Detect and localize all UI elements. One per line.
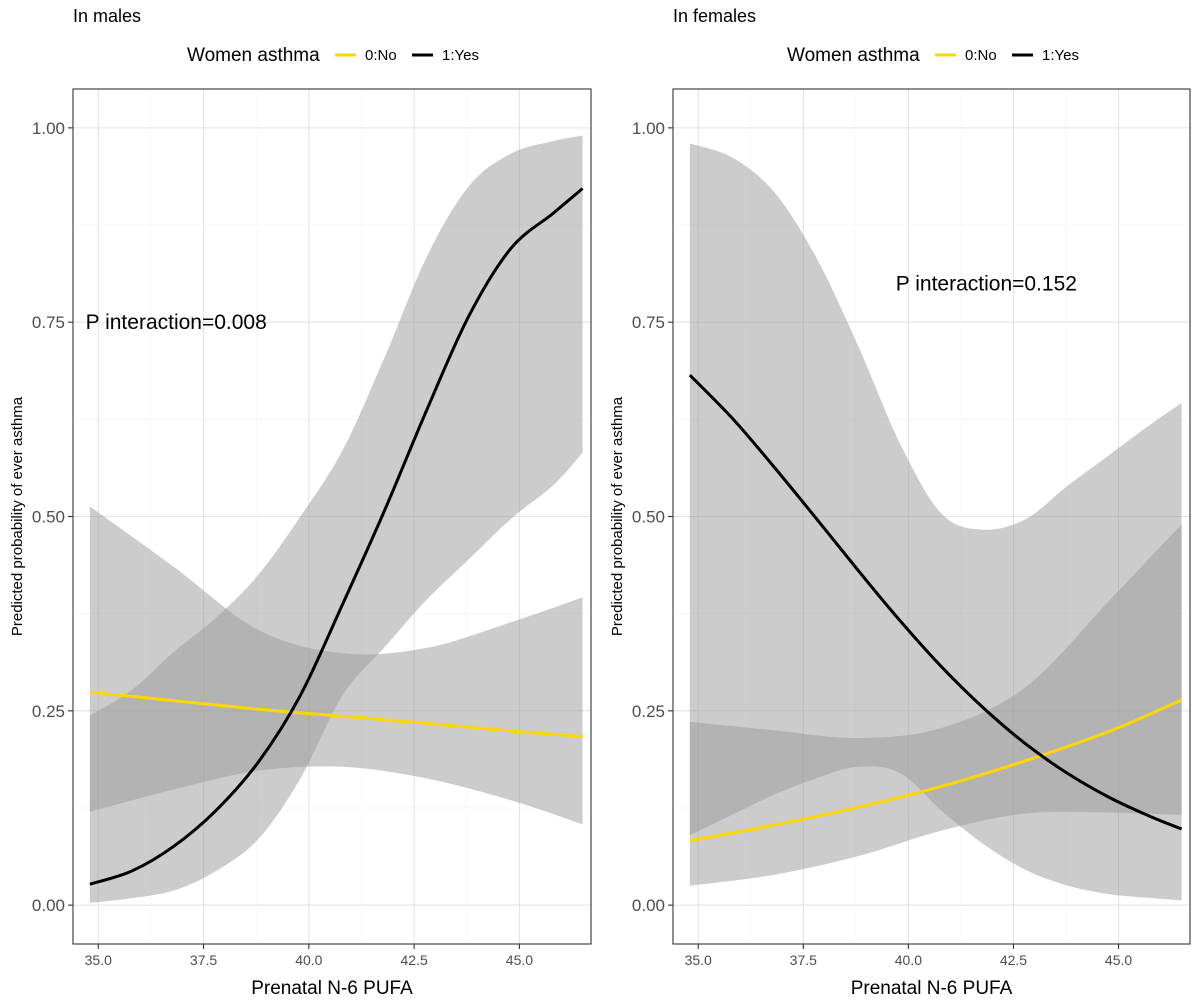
p-interaction-annotation: P interaction=0.008	[86, 311, 267, 334]
x-axis: 35.0 37.5 40.0 42.5 45.0	[85, 944, 533, 968]
x-axis-label: Prenatal N-6 PUFA	[251, 978, 413, 999]
legend-label-yes: 1:Yes	[1042, 47, 1079, 64]
x-axis-label: Prenatal N-6 PUFA	[851, 978, 1013, 999]
x-tick-label: 35.0	[85, 952, 112, 968]
y-tick-label: 0.75	[32, 313, 65, 332]
series-line-no	[689, 698, 1183, 843]
confidence-bands	[89, 135, 583, 903]
legend-title: Women asthma	[187, 45, 320, 66]
y-tick-label: 0.25	[32, 702, 65, 721]
x-tick-label: 45.0	[1105, 952, 1132, 968]
x-tick-label: 40.0	[295, 952, 322, 968]
panel-title: In females	[673, 6, 756, 26]
x-tick-label: 37.5	[190, 952, 217, 968]
panel-title: In males	[73, 6, 141, 26]
y-axis: 0.00 0.25 0.50 0.75 1.00	[632, 119, 673, 915]
x-tick-label: 37.5	[790, 952, 817, 968]
y-tick-label: 0.75	[632, 313, 665, 332]
series-line-no	[89, 690, 583, 738]
legend-label-yes: 1:Yes	[442, 47, 479, 64]
series-lines	[89, 187, 584, 886]
legend-title: Women asthma	[787, 45, 920, 66]
x-tick-label: 35.0	[685, 952, 712, 968]
p-interaction-annotation: P interaction=0.152	[896, 272, 1077, 295]
x-tick-label: 45.0	[506, 952, 533, 968]
series-line-yes	[688, 373, 1183, 831]
legend-label-no: 0:No	[965, 47, 997, 64]
y-tick-label: 1.00	[632, 119, 665, 138]
series-lines	[688, 373, 1183, 843]
panel-females: In females Women asthma 0:No 1:Yes P interac…	[609, 6, 1191, 999]
x-tick-label: 40.0	[895, 952, 922, 968]
y-tick-label: 0.00	[32, 896, 65, 915]
panel-males: In males Women asthma 0:No 1:Yes P interacti…	[9, 6, 592, 999]
y-tick-label: 1.00	[32, 119, 65, 138]
x-axis: 35.0 37.5 40.0 42.5 45.0	[685, 944, 1132, 968]
legend-label-no: 0:No	[365, 47, 397, 64]
y-tick-label: 0.00	[632, 896, 665, 915]
series-line-yes	[89, 187, 584, 886]
y-axis-label: Predicted probability of ever asthma	[9, 396, 26, 636]
y-axis-label: Predicted probability of ever asthma	[609, 396, 626, 636]
y-tick-label: 0.50	[632, 508, 665, 527]
ci-band-yes	[89, 135, 583, 903]
x-tick-label: 42.5	[1000, 952, 1027, 968]
confidence-bands	[689, 143, 1182, 901]
y-axis: 0.00 0.25 0.50 0.75 1.00	[32, 119, 73, 915]
y-tick-label: 0.50	[32, 508, 65, 527]
legend: Women asthma 0:No 1:Yes	[187, 45, 479, 66]
ci-band-yes	[689, 143, 1182, 901]
legend: Women asthma 0:No 1:Yes	[787, 45, 1079, 66]
x-tick-label: 42.5	[400, 952, 427, 968]
y-tick-label: 0.25	[632, 702, 665, 721]
